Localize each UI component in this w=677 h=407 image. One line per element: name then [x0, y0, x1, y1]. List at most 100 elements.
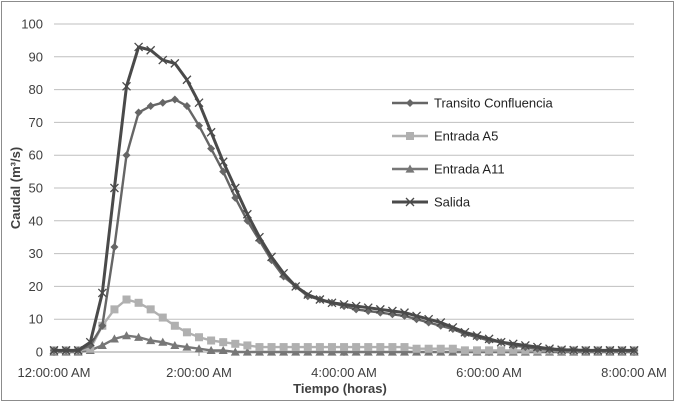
- data-point-salida: [520, 340, 530, 350]
- data-point-entrada-a5: [412, 344, 421, 353]
- x-tick-label: 6:00:00 AM: [456, 365, 522, 380]
- data-point-salida: [339, 299, 349, 309]
- data-point-salida: [291, 281, 301, 291]
- data-point-entrada-a5: [182, 328, 191, 337]
- series-salida: [49, 42, 639, 355]
- data-point-salida: [134, 42, 144, 52]
- data-point-salida: [375, 304, 385, 314]
- data-point-salida: [351, 301, 361, 311]
- data-point-entrada-a11: [303, 347, 313, 356]
- data-point-entrada-a5: [170, 321, 179, 330]
- data-point-transito-confluencia: [170, 95, 179, 104]
- data-point-entrada-a11: [242, 347, 252, 356]
- y-tick-label: 100: [21, 17, 43, 32]
- legend-marker-entrada-a11: [405, 164, 415, 173]
- data-point-entrada-a11: [182, 342, 192, 351]
- data-point-transito-confluencia: [110, 243, 119, 252]
- data-point-salida: [194, 98, 204, 108]
- data-point-entrada-a5: [436, 344, 445, 353]
- data-point-entrada-a5: [195, 333, 204, 342]
- data-point-transito-confluencia: [146, 102, 155, 110]
- y-axis-ticks: 0 10 20 30 40 50 60 70 80 90 100: [21, 17, 43, 360]
- y-tick-label: 10: [29, 312, 43, 327]
- data-point-entrada-a11: [399, 347, 409, 356]
- data-point-salida: [109, 183, 119, 193]
- data-point-entrada-a11: [387, 347, 397, 356]
- data-point-salida: [581, 345, 591, 355]
- data-point-entrada-a11: [363, 347, 373, 356]
- data-point-transito-confluencia: [122, 151, 131, 160]
- data-point-entrada-a11: [327, 347, 337, 356]
- x-tick-label: 4:00:00 AM: [311, 365, 377, 380]
- data-point-salida: [629, 345, 639, 355]
- x-tick-label: 12:00:00 AM: [18, 365, 91, 380]
- data-point-entrada-a5: [219, 338, 228, 347]
- data-point-salida: [122, 81, 131, 91]
- data-point-salida: [400, 308, 409, 318]
- x-axis-label: Tiempo (horas): [293, 381, 387, 396]
- data-point-salida: [61, 345, 71, 355]
- data-point-salida: [436, 318, 446, 327]
- data-point-salida: [97, 288, 107, 298]
- data-point-entrada-a5: [509, 346, 518, 355]
- data-point-entrada-a5: [231, 339, 240, 348]
- data-point-salida: [158, 55, 168, 65]
- y-tick-label: 20: [29, 279, 43, 294]
- x-tick-label: 2:00:00 AM: [166, 365, 232, 380]
- data-point-entrada-a11: [315, 347, 325, 356]
- legend-marker-salida: [405, 197, 415, 207]
- data-point-entrada-a5: [134, 298, 143, 307]
- data-point-entrada-a5: [473, 346, 482, 355]
- data-point-salida: [170, 58, 180, 68]
- data-point-salida: [605, 345, 615, 355]
- data-point-entrada-a11: [170, 340, 180, 350]
- legend: Transito Confluencia Entrada A5 Entrada A1…: [392, 96, 554, 210]
- data-point-entrada-a11: [351, 347, 361, 356]
- data-point-entrada-a11: [109, 334, 119, 343]
- data-point-entrada-a5: [279, 343, 288, 352]
- legend-label-entrada-a11: Entrada A11: [434, 162, 505, 177]
- data-point-salida: [279, 268, 289, 278]
- y-axis-label: Caudal (m³/s): [8, 147, 23, 229]
- data-point-salida: [496, 337, 506, 347]
- data-point-entrada-a5: [291, 343, 300, 352]
- data-point-entrada-a5: [243, 341, 252, 350]
- data-point-salida: [49, 345, 59, 355]
- data-point-entrada-a11: [339, 347, 349, 356]
- data-point-salida: [303, 290, 313, 300]
- data-point-entrada-a11: [134, 332, 144, 341]
- data-point-entrada-a5: [376, 343, 385, 352]
- legend-label-entrada-a5: Entrada A5: [434, 129, 498, 144]
- data-point-entrada-a11: [267, 347, 277, 356]
- chart-frame: 0 10 20 30 40 50 60 70 80 90 100 12:00:00 AM 2:00:0…: [1, 1, 674, 401]
- y-tick-label: 90: [29, 49, 43, 64]
- data-point-salida: [557, 345, 567, 355]
- legend-label-transito-confluencia: Transito Confluencia: [434, 96, 554, 111]
- data-point-salida: [254, 232, 264, 242]
- data-point-salida: [363, 303, 373, 313]
- hydrograph-chart: 0 10 20 30 40 50 60 70 80 90 100 12:00:00 AM 2:00:0…: [8, 17, 667, 397]
- data-point-entrada-a5: [327, 343, 336, 352]
- data-point-salida: [617, 345, 627, 355]
- data-point-transito-confluencia: [195, 121, 204, 130]
- data-point-entrada-a5: [255, 343, 264, 352]
- data-point-salida: [73, 345, 83, 355]
- data-point-entrada-a11: [291, 347, 301, 356]
- data-point-salida: [206, 127, 216, 137]
- data-point-salida: [424, 314, 434, 324]
- data-point-entrada-a5: [352, 343, 361, 352]
- data-point-entrada-a11: [97, 340, 107, 350]
- x-tick-label: 8:00:00 AM: [601, 365, 667, 380]
- data-point-transito-confluencia: [182, 102, 191, 110]
- y-tick-label: 50: [29, 181, 43, 196]
- data-point-entrada-a5: [497, 346, 506, 355]
- data-point-salida: [484, 334, 494, 344]
- data-point-entrada-a5: [364, 343, 373, 352]
- y-tick-label: 40: [29, 213, 43, 228]
- data-point-entrada-a5: [424, 344, 433, 353]
- data-point-transito-confluencia: [207, 144, 216, 153]
- y-tick-label: 70: [29, 115, 43, 130]
- data-point-salida: [448, 322, 458, 332]
- data-point-entrada-a11: [206, 345, 216, 354]
- y-tick-label: 0: [36, 345, 43, 360]
